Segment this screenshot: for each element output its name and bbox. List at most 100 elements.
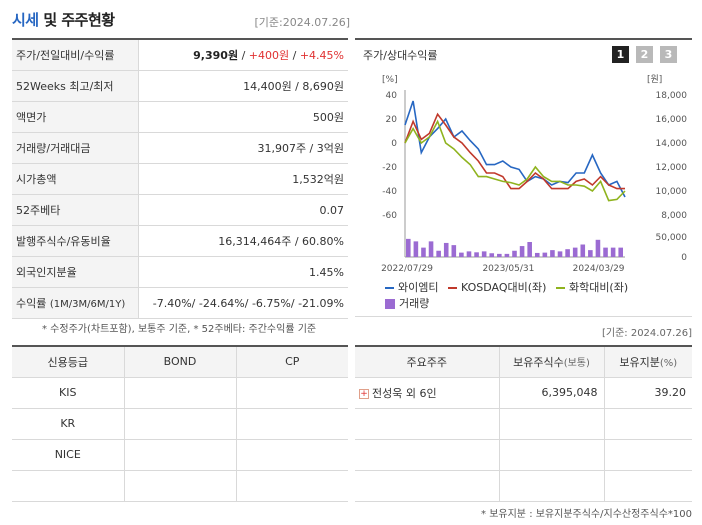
price-change-rate: +4.45% (299, 48, 344, 62)
y-left-tick-label: -20 (382, 163, 397, 173)
y-right-tick-label: 14,000 (656, 139, 688, 149)
volume-bar (512, 250, 517, 257)
volume-bar (436, 250, 441, 257)
x-tick-label: 2024/03/29 (573, 264, 625, 274)
info-value: 1,532억원 (138, 163, 348, 195)
price-chart: [%] [원] 40 20 0 -20 -40 -60 18,000 16,000 14,000 12… (381, 74, 688, 274)
right-axis-unit: [원] (647, 74, 662, 85)
y-right-tick-label: 12,000 (656, 163, 688, 173)
title-rest: 및 주주현황 (38, 11, 115, 29)
y-right-tick-label: 8,000 (661, 211, 687, 221)
table-cell (235, 439, 348, 471)
title-accent: 시세 (12, 11, 39, 29)
returns-label: 수익률 (16, 297, 47, 311)
legend-label: KOSDAQ대비(좌) (460, 281, 547, 294)
table-cell (235, 377, 348, 409)
series-line-0 (404, 100, 626, 198)
base-date-right: [기준: 2024.07.26] (601, 328, 692, 339)
volume-bar (474, 252, 479, 257)
base-date-top: [기준:2024.07.26] (254, 16, 350, 29)
info-row: 발행주식수/유동비율 16,314,464주 / 60.80% (12, 225, 348, 258)
footnote-right: * 보유지분 : 보유지분주식수/지수산정주식수*100 (481, 509, 692, 520)
price-info-table: 주가/전일대비/수익률 9,390원 / +400원 / +4.45% 52We… (12, 38, 348, 320)
volume-bar (610, 247, 616, 257)
legend-item: 와이엠티 (385, 279, 438, 295)
table-cell (123, 470, 236, 502)
info-label: 외국인지분율 (12, 256, 139, 289)
info-row: 외국인지분율 1.45% (12, 256, 348, 289)
table-cell: KR (12, 408, 124, 440)
holder-name-cell: + 전성욱 외 6인 (355, 377, 499, 409)
chart-title: 주가/상대수익률 (363, 49, 438, 62)
volume-bar (428, 241, 434, 257)
table-cell (235, 408, 348, 440)
holder-pct (603, 408, 692, 440)
table-row: NICE (12, 439, 348, 471)
column-header: 주요주주 (355, 346, 499, 378)
holder-pct (603, 439, 692, 471)
table-header-row: 신용등급 BOND CP (12, 346, 348, 378)
volume-bar (550, 250, 555, 257)
holder-name (355, 408, 499, 440)
y-left-tick-label: 20 (386, 115, 398, 125)
y-left-tick-label: -60 (382, 211, 397, 221)
legend-label: 화학대비(좌) (568, 281, 629, 294)
table-cell (12, 470, 124, 502)
info-label: 시가총액 (12, 163, 139, 195)
column-header-unit: (보통) (563, 357, 590, 369)
chart-tab-3[interactable]: 3 (660, 46, 677, 63)
y-right-tick-label: 10,000 (656, 187, 688, 197)
info-row-returns: 수익률 (1M/3M/6M/1Y) -7.40%/ -24.64%/ -6.75… (12, 287, 348, 320)
separator: / (238, 48, 249, 62)
table-row: KR (12, 408, 348, 440)
table-row: + 전성욱 외 6인 6,395,048 39.20 (355, 377, 692, 409)
info-label: 거래량/거래대금 (12, 132, 139, 164)
volume-bar (489, 253, 495, 257)
y-right-tick-label: 16,000 (656, 115, 688, 125)
info-row: 52Weeks 최고/최저 14,400원 / 8,690원 (12, 70, 348, 102)
volume-bar (565, 249, 570, 257)
info-label: 52Weeks 최고/최저 (12, 70, 139, 102)
plus-icon[interactable]: + (359, 388, 369, 399)
table-cell (123, 439, 236, 471)
left-axis-unit: [%] (382, 75, 398, 85)
column-header: 보유주식수(보통) (498, 346, 604, 378)
volume-bar (603, 247, 608, 257)
chart-tab-1[interactable]: 1 (612, 46, 629, 63)
legend-item: 화학대비(좌) (555, 279, 629, 295)
page-title: 시세 및 주주현황 (12, 9, 115, 30)
holder-name (355, 470, 499, 502)
volume-bar (481, 251, 487, 257)
holder-shares (498, 408, 604, 440)
current-price: 9,390원 (193, 48, 239, 62)
x-tick-label: 2022/07/29 (381, 264, 433, 274)
volume-bar (572, 247, 578, 257)
chart-legend: 와이엠티 KOSDAQ대비(좌) 화학대비(좌) 거래량 (385, 279, 634, 311)
separator: / (289, 48, 300, 62)
volume-bar (534, 252, 540, 257)
info-value: 31,907주 / 3억원 (138, 132, 348, 164)
info-row: 52주베타 0.07 (12, 194, 348, 227)
y-left-tick-label: 40 (386, 91, 398, 101)
price-value: 9,390원 / +400원 / +4.45% (138, 39, 348, 71)
info-row: 시가총액 1,532억원 (12, 163, 348, 195)
table-row (355, 408, 692, 440)
column-header: 신용등급 (12, 346, 124, 378)
column-header-label: 보유지분 (619, 355, 660, 369)
column-header: 보유지분(%) (603, 346, 692, 378)
volume-bar (466, 251, 472, 257)
info-label: 52주베타 (12, 194, 139, 227)
column-header: CP (235, 346, 348, 378)
table-cell (235, 470, 348, 502)
holder-shares (498, 470, 604, 502)
holder-name: 전성욱 외 6인 (372, 386, 437, 400)
chart-tab-2[interactable]: 2 (636, 46, 653, 63)
info-value: 14,400원 / 8,690원 (138, 70, 348, 102)
legend-item: KOSDAQ대비(좌) (447, 279, 547, 295)
info-label: 수익률 (1M/3M/6M/1Y) (12, 287, 139, 320)
x-tick-label: 2023/05/31 (482, 264, 534, 274)
volume-bar (413, 241, 419, 257)
volume-bar (557, 251, 563, 257)
series-line-2 (404, 119, 626, 202)
info-value: 16,314,464주 / 60.80% (138, 225, 348, 258)
